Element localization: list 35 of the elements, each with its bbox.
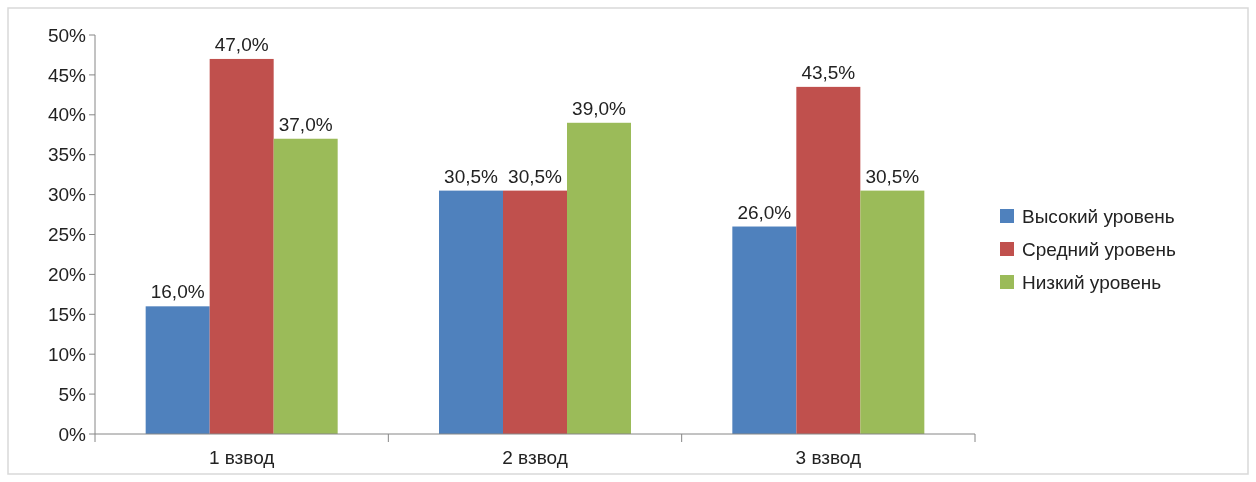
data-label: 43,5%	[801, 61, 856, 83]
data-label: 30,5%	[444, 165, 499, 187]
data-label: 30,5%	[508, 165, 563, 187]
bar	[860, 190, 925, 434]
bar	[732, 226, 797, 434]
bar	[567, 122, 631, 434]
bar	[145, 306, 210, 434]
data-label: 39,0%	[572, 97, 627, 119]
x-tick-label: 2 взвод	[502, 447, 568, 468]
bar	[209, 58, 274, 434]
x-tick-label: 3 взвод	[795, 447, 862, 468]
data-label: 16,0%	[150, 281, 205, 303]
y-tick-label: 0%	[58, 423, 87, 445]
y-tick-label: 5%	[58, 383, 87, 405]
data-label: 47,0%	[214, 33, 269, 55]
legend-label: Низкий уровень	[1022, 271, 1162, 293]
y-tick-label: 50%	[47, 24, 87, 46]
bar	[503, 190, 567, 434]
legend-label: Высокий уровень	[1022, 205, 1175, 227]
x-tick-label: 1 взвод	[208, 447, 275, 468]
data-label: 37,0%	[278, 113, 333, 135]
y-tick-label: 10%	[47, 343, 87, 365]
bar	[796, 86, 861, 434]
y-tick-label: 30%	[47, 184, 87, 206]
y-tick-label: 15%	[47, 303, 87, 325]
y-tick-label: 35%	[47, 144, 87, 166]
y-tick-label: 20%	[47, 264, 87, 286]
data-label: 26,0%	[737, 201, 792, 223]
bar	[439, 190, 503, 434]
y-tick-label: 40%	[47, 104, 87, 126]
y-tick-label: 45%	[47, 64, 87, 86]
bar	[273, 138, 338, 434]
data-label: 30,5%	[865, 165, 920, 187]
y-tick-label: 25%	[47, 224, 87, 246]
legend-label: Средний уровень	[1022, 238, 1176, 260]
